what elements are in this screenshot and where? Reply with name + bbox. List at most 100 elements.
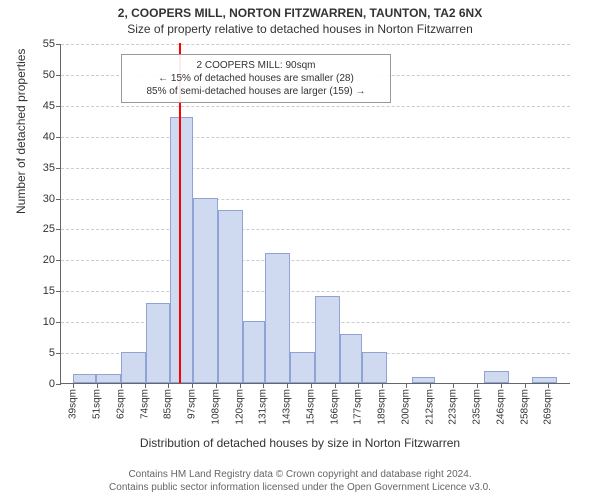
x-tick xyxy=(548,383,549,388)
histogram-bar xyxy=(290,352,315,383)
x-tick xyxy=(335,383,336,388)
y-tick xyxy=(56,168,61,169)
x-tick xyxy=(477,383,478,388)
gridline xyxy=(61,260,570,261)
histogram-bar xyxy=(265,253,290,383)
y-tick xyxy=(56,353,61,354)
y-tick xyxy=(56,106,61,107)
y-tick-label: 45 xyxy=(43,100,55,112)
x-tick xyxy=(406,383,407,388)
x-tick-label: 258sqm xyxy=(519,389,530,425)
x-tick-label: 62sqm xyxy=(115,389,126,419)
x-tick xyxy=(453,383,454,388)
chart-title-address: 2, COOPERS MILL, NORTON FITZWARREN, TAUN… xyxy=(0,6,600,20)
plot-area: 051015202530354045505539sqm51sqm62sqm74s… xyxy=(60,44,570,384)
gridline xyxy=(61,168,570,169)
y-tick-label: 10 xyxy=(43,316,55,328)
x-tick xyxy=(73,383,74,388)
x-tick xyxy=(287,383,288,388)
histogram-bar xyxy=(412,377,435,383)
y-tick-label: 50 xyxy=(43,69,55,81)
x-tick xyxy=(358,383,359,388)
x-tick xyxy=(216,383,217,388)
histogram-bar xyxy=(121,352,146,383)
histogram-bar xyxy=(218,210,243,383)
y-tick-label: 35 xyxy=(43,162,55,174)
histogram-bar xyxy=(362,352,387,383)
x-tick-label: 74sqm xyxy=(139,389,150,419)
y-tick-label: 5 xyxy=(49,347,55,359)
gridline xyxy=(61,291,570,292)
chart-area: 051015202530354045505539sqm51sqm62sqm74s… xyxy=(60,44,570,384)
annotation-line: ← 15% of detached houses are smaller (28… xyxy=(130,72,382,85)
x-tick-label: 97sqm xyxy=(187,389,198,419)
x-tick-label: 154sqm xyxy=(305,389,316,425)
x-tick-label: 212sqm xyxy=(424,389,435,425)
histogram-bar xyxy=(340,334,363,383)
x-tick xyxy=(192,383,193,388)
x-tick-label: 85sqm xyxy=(163,389,174,419)
y-tick-label: 15 xyxy=(43,285,55,297)
chart-subtitle: Size of property relative to detached ho… xyxy=(0,22,600,36)
annotation-box: 2 COOPERS MILL: 90sqm← 15% of detached h… xyxy=(121,54,391,103)
y-tick xyxy=(56,384,61,385)
x-tick xyxy=(121,383,122,388)
histogram-bar xyxy=(243,321,266,383)
x-axis-label: Distribution of detached houses by size … xyxy=(0,436,600,450)
x-tick-label: 269sqm xyxy=(543,389,554,425)
x-tick-label: 200sqm xyxy=(400,389,411,425)
annotation-line: 85% of semi-detached houses are larger (… xyxy=(130,85,382,98)
gridline xyxy=(61,229,570,230)
x-tick xyxy=(263,383,264,388)
histogram-bar xyxy=(484,371,509,383)
x-tick xyxy=(311,383,312,388)
x-tick-label: 131sqm xyxy=(258,389,269,425)
y-tick xyxy=(56,199,61,200)
histogram-bar xyxy=(170,117,193,383)
histogram-bar xyxy=(96,374,121,383)
histogram-bar xyxy=(315,296,340,383)
x-tick-label: 120sqm xyxy=(234,389,245,425)
x-tick-label: 143sqm xyxy=(282,389,293,425)
x-tick xyxy=(501,383,502,388)
x-tick-label: 223sqm xyxy=(448,389,459,425)
y-tick xyxy=(56,291,61,292)
x-tick-label: 166sqm xyxy=(329,389,340,425)
footer-line-2: Contains public sector information licen… xyxy=(0,481,600,494)
histogram-bar xyxy=(193,198,218,383)
x-tick xyxy=(382,383,383,388)
y-tick xyxy=(56,260,61,261)
y-tick xyxy=(56,75,61,76)
y-tick-label: 0 xyxy=(49,378,55,390)
x-tick xyxy=(525,383,526,388)
chart-title-block: 2, COOPERS MILL, NORTON FITZWARREN, TAUN… xyxy=(0,0,600,36)
histogram-bar xyxy=(146,303,171,383)
x-tick xyxy=(240,383,241,388)
gridline xyxy=(61,44,570,45)
x-tick xyxy=(97,383,98,388)
footer-line-1: Contains HM Land Registry data © Crown c… xyxy=(0,468,600,481)
x-tick-label: 108sqm xyxy=(210,389,221,425)
x-tick xyxy=(145,383,146,388)
y-tick xyxy=(56,137,61,138)
gridline xyxy=(61,106,570,107)
y-tick xyxy=(56,229,61,230)
y-tick xyxy=(56,44,61,45)
y-tick-label: 25 xyxy=(43,223,55,235)
x-tick xyxy=(168,383,169,388)
x-tick-label: 39sqm xyxy=(68,389,79,419)
x-tick-label: 235sqm xyxy=(472,389,483,425)
y-axis-label: Number of detached properties xyxy=(14,49,28,214)
attribution-footer: Contains HM Land Registry data © Crown c… xyxy=(0,468,600,494)
histogram-bar xyxy=(532,377,557,383)
x-tick-label: 189sqm xyxy=(377,389,388,425)
y-tick-label: 40 xyxy=(43,131,55,143)
x-tick-label: 177sqm xyxy=(353,389,364,425)
x-tick xyxy=(430,383,431,388)
y-tick-label: 20 xyxy=(43,254,55,266)
x-tick-label: 51sqm xyxy=(92,389,103,419)
annotation-line: 2 COOPERS MILL: 90sqm xyxy=(130,59,382,72)
histogram-bar xyxy=(73,374,96,383)
x-tick-label: 246sqm xyxy=(495,389,506,425)
y-tick-label: 30 xyxy=(43,193,55,205)
